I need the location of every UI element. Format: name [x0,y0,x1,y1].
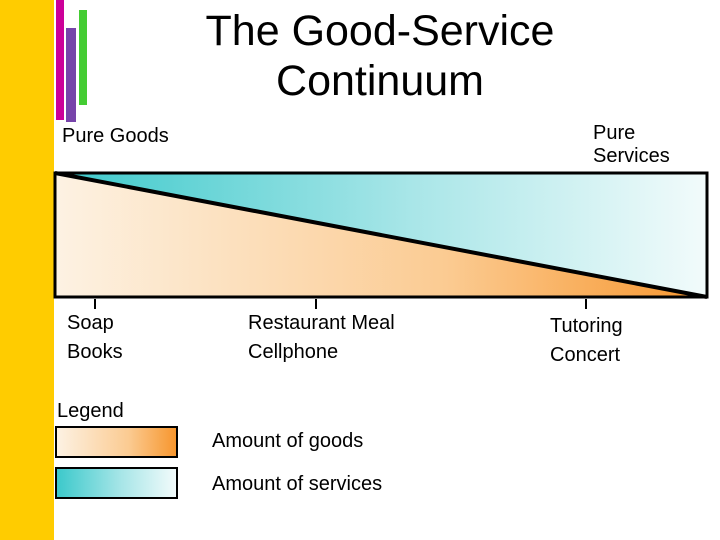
example-item: Tutoring [550,315,623,337]
services-legend-swatch [55,467,178,499]
services-examples: Tutoring Concert [550,312,623,370]
pure-services-label: Pure Services [593,122,670,168]
example-item: Cellphone [248,341,339,363]
purple-accent-bar [66,28,76,122]
goods-legend-swatch [55,426,178,458]
continuum-diagram [53,171,709,299]
goods-legend-label: Amount of goods [212,430,364,452]
pink-accent-bar [56,0,64,120]
example-item: Concert [550,344,621,366]
mixed-examples: Restaurant Meal Cellphone [248,309,395,367]
green-accent-bar [79,10,87,105]
yellow-side-bar [0,0,54,540]
pure-services-line-1: Pure [593,122,636,144]
tick-mark [585,299,587,309]
tick-mark [94,299,96,309]
goods-examples: Soap Books [67,309,123,367]
example-item: Books [67,341,123,363]
pure-services-line-2: Services [593,145,670,167]
example-item: Restaurant Meal [248,312,395,334]
tick-mark [315,299,317,309]
pure-goods-label: Pure Goods [62,125,169,147]
example-item: Soap [67,312,114,334]
legend-heading: Legend [57,400,124,422]
continuum-diagonal [54,171,708,299]
continuum-border [53,171,709,299]
services-legend-label: Amount of services [212,473,383,495]
slide-title: The Good-Service Continuum [205,7,555,105]
